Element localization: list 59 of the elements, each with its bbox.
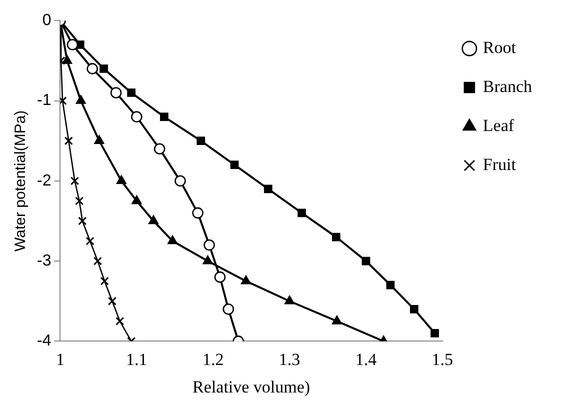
point	[214, 271, 226, 283]
x-tick-label: 1.3	[278, 350, 300, 369]
point	[430, 329, 439, 338]
point	[222, 303, 234, 315]
point	[66, 38, 78, 50]
x-tick-label: 1.1	[126, 350, 148, 369]
legend-label: Fruit	[482, 154, 516, 174]
point	[132, 195, 142, 204]
x-axis-title: Relative volume)	[192, 377, 310, 396]
point	[284, 295, 295, 304]
point	[230, 160, 239, 170]
point	[93, 256, 102, 266]
point	[298, 208, 306, 218]
y-tick-label: -2	[36, 172, 52, 190]
point	[78, 216, 87, 226]
point	[108, 296, 116, 306]
point	[160, 112, 168, 121]
point	[386, 280, 395, 290]
point	[62, 55, 72, 64]
y-tick-label: -4	[36, 332, 52, 350]
y-tick-label: -1	[36, 92, 52, 110]
point	[86, 63, 98, 74]
y-tick-label: -3	[36, 252, 52, 270]
point	[75, 196, 84, 206]
point	[76, 95, 86, 104]
x-tick-label: 1	[56, 350, 64, 369]
point	[131, 111, 142, 122]
point	[332, 232, 340, 242]
point	[148, 215, 158, 224]
x-tick-label: 1.5	[432, 350, 454, 369]
point	[174, 175, 186, 187]
x-tick-label: 1.4	[355, 350, 378, 369]
legend-label: Root	[482, 38, 516, 57]
point	[86, 236, 94, 246]
point	[264, 184, 272, 194]
point	[94, 135, 104, 144]
point	[410, 304, 418, 314]
point	[70, 176, 80, 186]
y-tick-label: 0	[42, 12, 52, 30]
y-axis-title: Water potential(MPa)	[12, 110, 30, 252]
point	[204, 239, 215, 251]
point	[362, 256, 370, 266]
point	[64, 136, 73, 146]
point	[110, 87, 122, 98]
point	[202, 255, 213, 264]
x-tick-label: 1.2	[202, 350, 224, 369]
point	[116, 316, 124, 326]
point	[100, 64, 108, 73]
point	[240, 275, 251, 284]
point	[168, 235, 178, 244]
point	[127, 88, 136, 97]
point	[192, 207, 204, 219]
point	[100, 276, 109, 286]
legend-label: Leaf	[482, 116, 514, 135]
point	[332, 316, 342, 324]
point	[154, 143, 166, 154]
point	[116, 175, 126, 184]
point	[196, 136, 206, 146]
legend-label: Branch	[482, 76, 532, 96]
